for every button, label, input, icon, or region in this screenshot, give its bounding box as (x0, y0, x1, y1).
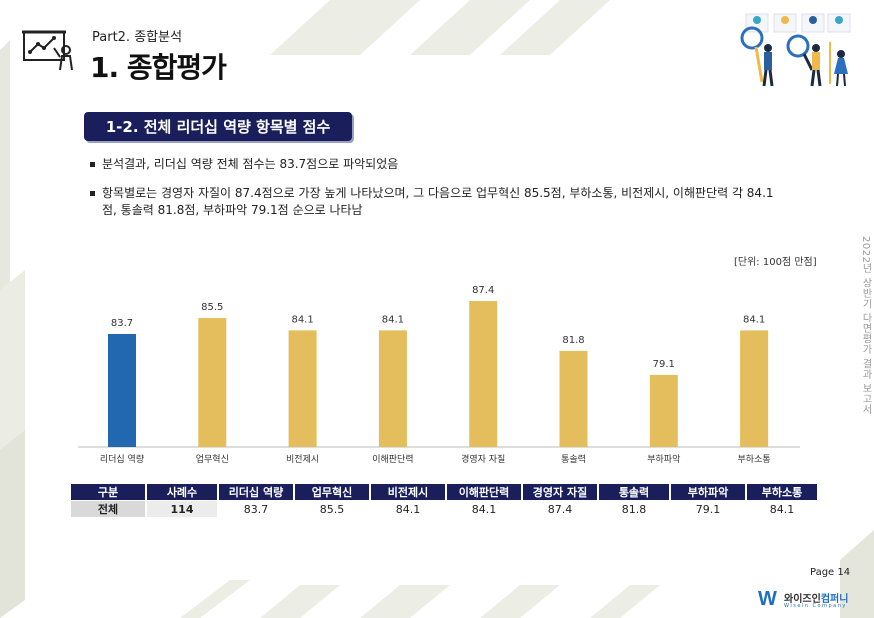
bar (740, 330, 769, 447)
bar (288, 330, 317, 447)
category-label: 리더십 역량 (100, 453, 144, 465)
table-header-cell: 이해판단력 (447, 484, 521, 500)
table-header-cell: 경영자 자질 (523, 484, 597, 500)
table-header-cell: 리더십 역량 (219, 484, 293, 500)
category-label: 부하소통 (738, 454, 771, 465)
table-cell: 114 (147, 501, 217, 517)
table-row: 전체 114 83.7 85.5 84.1 84.1 87.4 81.8 79.… (71, 501, 817, 517)
table-header-cell: 사례수 (147, 484, 217, 500)
page-number: Page 14 (810, 567, 851, 578)
section-title: 1-2. 전체 리더십 역량 항목별 점수 (84, 112, 352, 141)
table-cell: 81.8 (621, 502, 647, 516)
table-header-cell: 업무혁신 (295, 484, 369, 500)
presentation-chart-icon (22, 30, 73, 71)
category-label: 업무혁신 (196, 454, 229, 465)
bar (469, 301, 498, 447)
bullet-item: 분석결과, 리더십 역량 전체 점수는 83.7점으로 파악되었음 (88, 156, 788, 173)
table-cell: 85.5 (319, 502, 345, 516)
category-label: 이해판단력 (372, 453, 413, 465)
table-header-cell: 부하파악 (671, 484, 745, 500)
page-title: 1. 종합평가 (90, 51, 227, 84)
category-label: 비전제시 (286, 454, 319, 465)
table-header-cell: 통솔력 (599, 484, 669, 500)
table-cell: 84.1 (471, 502, 497, 516)
data-label: 85.5 (201, 302, 223, 313)
data-label: 83.7 (111, 318, 133, 329)
logo-text: 와이즈인컴퍼니 (784, 594, 849, 605)
table-cell: 84.1 (395, 502, 421, 516)
data-label: 84.1 (382, 314, 404, 325)
category-label: 통솔력 (561, 453, 586, 465)
summary-bullets: 분석결과, 리더십 역량 전체 점수는 83.7점으로 파악되었음 항목별로는 … (88, 156, 788, 231)
category-label: 경영자 자질 (461, 453, 505, 465)
company-logo: W 와이즈인컴퍼니 Wiseln Company (758, 588, 854, 612)
data-label: 81.8 (562, 335, 584, 346)
table-cell: 87.4 (547, 502, 573, 516)
analysts-magnifier-illustration (740, 13, 851, 87)
table-header-cell: 부하소통 (747, 484, 817, 500)
data-label: 79.1 (653, 359, 675, 370)
table-header-cell: 구분 (71, 484, 145, 500)
score-table: 구분 사례수 리더십 역량 업무혁신 비전제시 이해판단력 경영자 자질 통솔력… (69, 483, 819, 518)
data-label: 84.1 (291, 314, 313, 325)
bar (378, 330, 407, 447)
part-label: Part2. 종합분석 (92, 30, 183, 45)
bar (559, 350, 588, 447)
bar (108, 333, 136, 447)
side-report-title: 2022년 상반기 다면평가 결과 보고서 (860, 236, 871, 415)
table-cell: 83.7 (243, 502, 269, 516)
table-cell: 79.1 (695, 502, 721, 516)
bar (198, 317, 227, 447)
bullet-item: 항목별로는 경영자 자질이 87.4점으로 가장 높게 나타났으며, 그 다음으… (88, 185, 788, 219)
unit-note: [단위: 100점 만점] (734, 257, 817, 268)
logo-mark: W (758, 588, 777, 610)
table-cell: 전체 (71, 501, 145, 517)
logo-subtext: Wiseln Company (784, 603, 847, 609)
data-label: 87.4 (472, 285, 494, 296)
bar (649, 374, 678, 447)
table-header-cell: 비전제시 (371, 484, 445, 500)
category-label: 부하파악 (647, 453, 680, 465)
data-label: 84.1 (743, 314, 765, 325)
table-header-row: 구분 사례수 리더십 역량 업무혁신 비전제시 이해판단력 경영자 자질 통솔력… (71, 484, 817, 500)
table-cell: 84.1 (769, 502, 795, 516)
